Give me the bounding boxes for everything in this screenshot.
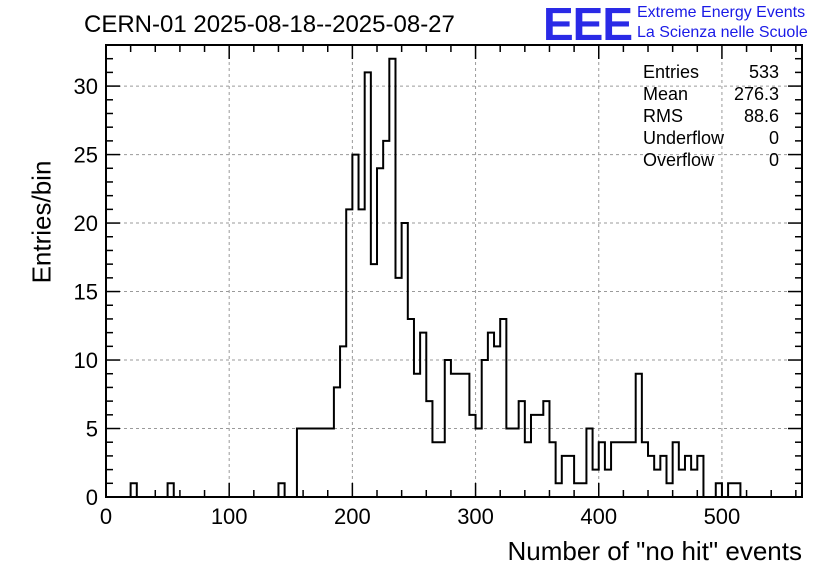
histogram-bin — [315, 429, 321, 497]
x-tick-label: 100 — [211, 504, 248, 529]
x-tick-label: 400 — [580, 504, 617, 529]
histogram-bin — [414, 374, 420, 497]
x-tick-label: 0 — [100, 504, 112, 529]
histogram-bin — [309, 429, 315, 497]
histogram-bin — [359, 209, 365, 497]
histogram-bin — [476, 429, 482, 497]
histogram-bin — [605, 470, 611, 497]
histogram-bin — [593, 470, 599, 497]
logo-caption: Extreme Energy Events La Scienza nelle S… — [637, 3, 808, 43]
histogram-bin — [328, 429, 334, 497]
x-tick-label: 500 — [704, 504, 741, 529]
stat-label: RMS — [643, 106, 683, 126]
stat-label: Underflow — [643, 128, 725, 148]
logo-line-1: Extreme Energy Events — [637, 4, 806, 21]
y-tick-label: 15 — [74, 280, 98, 305]
histogram-bin — [630, 442, 636, 497]
stat-label: Entries — [643, 62, 699, 82]
x-axis-label: Number of "no hit" events — [507, 536, 803, 566]
histogram-bin — [494, 346, 500, 497]
histogram-bin — [623, 442, 629, 497]
stats-box: Entries 533 Mean 276.3 RMS 88.6 Underflow 0 Over… — [643, 62, 779, 170]
stat-value: 276.3 — [734, 84, 779, 104]
histogram-bin — [654, 470, 660, 497]
y-tick-label: 30 — [74, 74, 98, 99]
chart-title: CERN-01 2025-08-18--2025-08-27 — [84, 11, 455, 38]
axis-ticks — [105, 44, 802, 498]
histogram-bin — [395, 278, 401, 497]
x-tick-label: 300 — [457, 504, 494, 529]
histogram-bin — [383, 141, 389, 497]
y-tick-label: 25 — [74, 143, 98, 168]
histogram-bin — [457, 374, 463, 497]
histogram-bin — [679, 470, 685, 497]
histogram-bin — [580, 483, 586, 497]
histogram-bin — [537, 415, 543, 497]
eee-logo: EEE — [543, 0, 633, 50]
histogram-bin — [617, 442, 623, 497]
histogram-bin — [371, 264, 377, 497]
histogram-bin — [556, 483, 562, 497]
histogram-bin — [439, 442, 445, 497]
histogram-bin — [322, 429, 328, 497]
stat-value: 533 — [749, 62, 779, 82]
y-tick-label: 0 — [86, 485, 98, 510]
histogram-bin — [303, 429, 309, 497]
axis-tick-labels: 0 100 200 300 400 500 0 5 10 15 20 25 30 — [74, 74, 741, 529]
histogram-bin — [432, 442, 438, 497]
x-tick-label: 200 — [334, 504, 371, 529]
stat-value: 88.6 — [744, 106, 779, 126]
stat-label: Mean — [643, 84, 688, 104]
y-tick-label: 10 — [74, 348, 98, 373]
histogram-bin — [513, 429, 519, 497]
histogram-bin — [506, 429, 512, 497]
histogram-bin — [451, 374, 457, 497]
histogram-bin — [691, 470, 697, 497]
plot-frame — [105, 44, 803, 498]
y-tick-label: 20 — [74, 211, 98, 236]
y-tick-label: 5 — [86, 417, 98, 442]
histogram-bin — [666, 483, 672, 497]
stat-value: 0 — [769, 128, 779, 148]
grid-lines — [106, 45, 802, 497]
histogram-bin — [525, 442, 531, 497]
histogram-line — [106, 57, 802, 498]
histogram-series — [106, 57, 802, 498]
logo-line-2: La Scienza nelle Scuole — [637, 24, 808, 41]
histogram-bin — [574, 483, 580, 497]
stat-value: 0 — [769, 150, 779, 170]
stat-label: Overflow — [643, 150, 715, 170]
